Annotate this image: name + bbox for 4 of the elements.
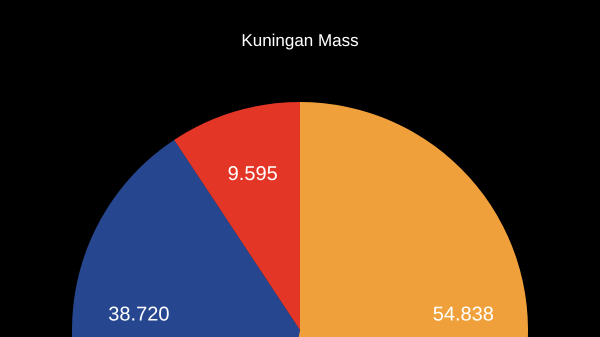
data-label: 38.720 — [108, 303, 170, 326]
data-label: 9.595 — [228, 163, 278, 186]
data-label: 54.838 — [432, 303, 494, 326]
chart-title: Kuningan Mass — [241, 31, 359, 50]
